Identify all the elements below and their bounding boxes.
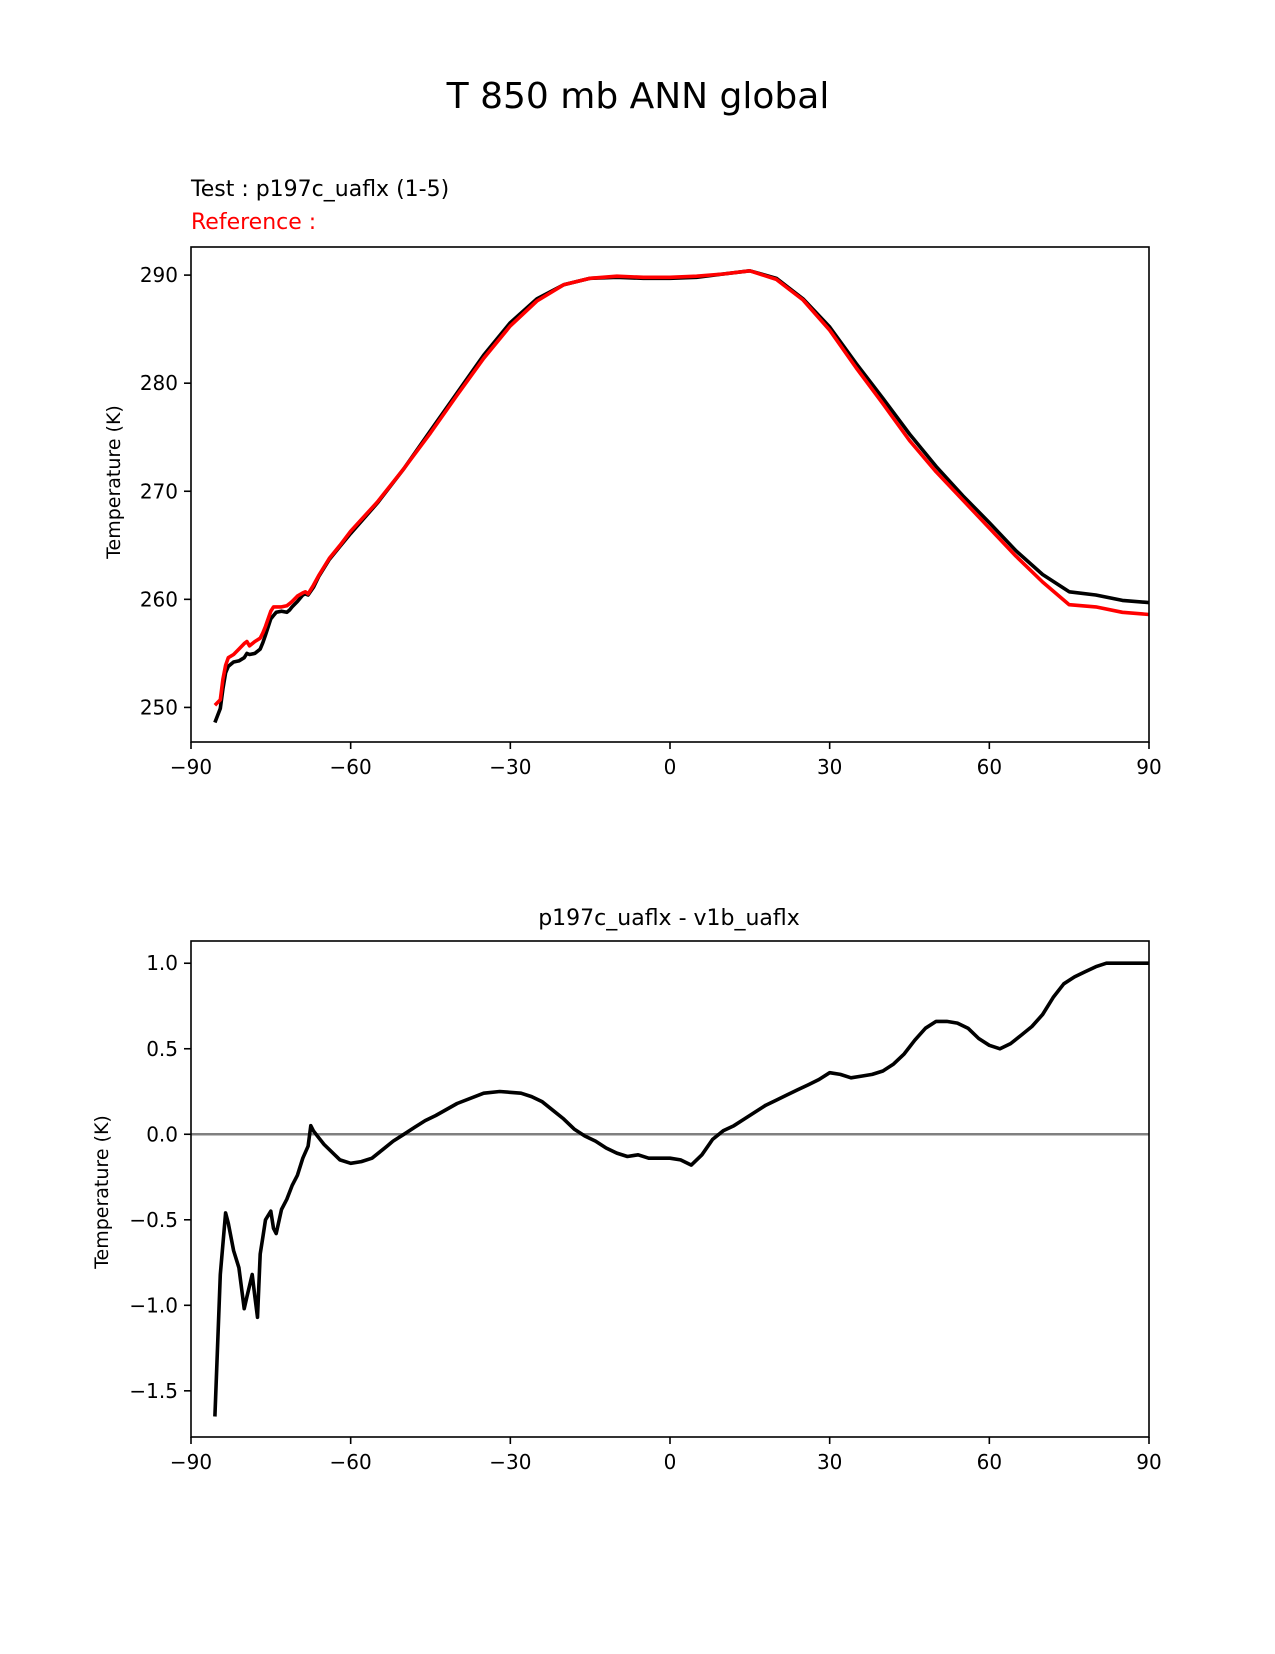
bottom-y-tick-label: 1.0 xyxy=(146,951,178,975)
top-x-tick-label: −90 xyxy=(170,755,212,779)
difference-title: p197c_uaflx - v1b_uaflx xyxy=(538,906,800,931)
reference-label: Reference : xyxy=(191,210,316,235)
bottom-y-tick-label: 0.5 xyxy=(146,1037,178,1061)
top-x-tick-label: 90 xyxy=(1136,755,1161,779)
top-x-tick-label: 60 xyxy=(977,755,1002,779)
bottom-y-axis-label: Temperature (K) xyxy=(91,1115,113,1270)
bottom-x-tick-label: −60 xyxy=(330,1450,372,1474)
bottom-y-tick-label: 0.0 xyxy=(146,1122,178,1146)
top-panel: Test : p197c_uaflx (1-5) Reference : Tem… xyxy=(103,177,1162,779)
top-x-tick-label: −60 xyxy=(330,755,372,779)
bottom-x-tick-label: 0 xyxy=(664,1450,677,1474)
bottom-x-tick-label: −30 xyxy=(489,1450,531,1474)
bottom-plot-area: −90 −60 −30 0 30 60 90 −1.5 −1.0 −0.5 0.0 0.5 1.0 xyxy=(129,940,1162,1474)
top-y-axis-label: Temperature (K) xyxy=(103,405,125,560)
bottom-x-tick-label: 60 xyxy=(977,1450,1002,1474)
figure-title: T 850 mb ANN global xyxy=(446,76,830,117)
bottom-x-tick-label: −90 xyxy=(170,1450,212,1474)
top-y-tick-label: 260 xyxy=(140,587,178,611)
bottom-panel: p197c_uaflx - v1b_uaflx Temperature (K) … xyxy=(91,906,1162,1474)
bottom-x-tick-label: 30 xyxy=(817,1450,842,1474)
top-x-tick-label: 0 xyxy=(664,755,677,779)
top-y-tick-label: 290 xyxy=(140,263,178,287)
bottom-x-tick-label: 90 xyxy=(1136,1450,1161,1474)
test-label: Test : p197c_uaflx (1-5) xyxy=(190,177,449,202)
bottom-y-tick-label: −1.5 xyxy=(129,1379,178,1403)
bottom-y-tick-label: −1.0 xyxy=(129,1293,178,1317)
top-y-tick-label: 250 xyxy=(140,695,178,719)
top-y-tick-label: 280 xyxy=(140,371,178,395)
top-plot-area: −90 −60 −30 0 30 60 90 250 260 270 280 290 xyxy=(140,246,1162,779)
bottom-y-tick-label: −0.5 xyxy=(129,1208,178,1232)
top-x-tick-label: −30 xyxy=(489,755,531,779)
top-reference-series-line xyxy=(213,268,1150,707)
top-x-tick-label: 30 xyxy=(817,755,842,779)
top-y-tick-label: 270 xyxy=(140,479,178,503)
bottom-difference-series-line xyxy=(213,961,1149,1417)
